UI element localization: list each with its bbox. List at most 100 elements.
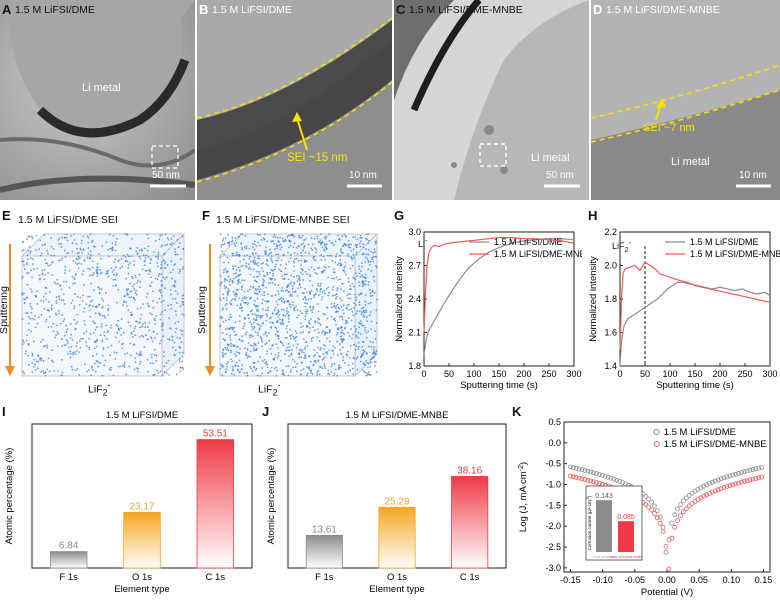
cube-dot: [315, 251, 317, 254]
cube-dot: [356, 243, 359, 246]
cube-dot: [342, 252, 344, 254]
cube-dot: [79, 296, 82, 299]
cube-dot: [227, 349, 230, 352]
x-tick-label: 50: [444, 369, 454, 379]
cube-dot: [342, 359, 344, 362]
cube-dot: [61, 374, 63, 377]
cube-dot: [300, 326, 302, 329]
data-point: [678, 502, 683, 507]
cube-dot: [245, 354, 248, 357]
cube-dot: [364, 326, 367, 329]
cube-dot: [108, 233, 111, 236]
data-point: [597, 481, 602, 486]
cube-dot: [42, 370, 45, 372]
cube-dot: [222, 297, 225, 300]
cube-dot: [286, 307, 288, 310]
cube-dot: [165, 276, 168, 279]
cube-dot: [271, 240, 273, 243]
data-point: [712, 488, 718, 494]
cube-dot: [289, 337, 292, 340]
cube-dot: [319, 324, 322, 326]
cube-dot: [297, 259, 300, 262]
cube-dot: [178, 272, 181, 274]
cube-dot: [361, 369, 364, 371]
cube-dot: [245, 296, 248, 299]
cube-dot: [310, 298, 312, 300]
cube-dot: [347, 350, 349, 353]
cube-dot: [277, 298, 280, 301]
cube-dot: [90, 254, 92, 257]
cube-dot: [225, 308, 228, 311]
cube-dot: [87, 295, 89, 298]
cube-dot: [30, 311, 33, 314]
cube-dot: [77, 255, 80, 258]
cube-dot: [257, 331, 259, 334]
cube-dot: [292, 234, 295, 237]
cube-dot: [156, 369, 159, 372]
cube-dot: [68, 269, 71, 272]
cube-dot: [361, 262, 363, 264]
panel-f-species-sup: -: [277, 380, 281, 390]
cube-dot: [261, 340, 263, 343]
cube-dot: [332, 271, 335, 273]
cube-dot: [255, 314, 258, 317]
cube-dot: [64, 256, 67, 258]
cube-dot: [139, 326, 142, 329]
cube-dot: [248, 247, 251, 250]
cube-dot: [286, 336, 288, 339]
cube-dot: [138, 249, 141, 252]
cube-dot: [245, 245, 248, 247]
cube-dot: [159, 370, 162, 373]
cube-dot: [335, 305, 338, 308]
y-tick-label: 2.1: [408, 328, 421, 338]
cube-dot: [310, 237, 313, 239]
cube-dot: [258, 328, 261, 331]
cube-dot: [151, 313, 153, 316]
cube-dot: [317, 240, 320, 243]
cube-dot: [179, 329, 182, 331]
cube-dot: [130, 275, 133, 278]
cube-dot: [312, 355, 315, 358]
data-point: [646, 504, 652, 510]
cube-dot: [369, 341, 372, 343]
cube-dot: [276, 303, 279, 306]
cube-dot: [140, 354, 143, 357]
cube-dot: [87, 241, 89, 244]
cube-dot: [283, 240, 285, 243]
cube-dot: [54, 312, 57, 315]
cube-dot: [255, 367, 258, 370]
cube-dot: [129, 262, 132, 265]
cube-dot: [137, 279, 140, 282]
cube-dot: [298, 245, 300, 247]
cube-dot: [375, 360, 377, 363]
cube-dot: [102, 299, 105, 302]
data-point: [747, 467, 753, 473]
data-point: [614, 477, 620, 483]
cube-dot: [146, 326, 149, 329]
cube-dot: [69, 356, 72, 359]
cube-dot: [261, 267, 263, 270]
cube-dot: [279, 264, 282, 267]
cube-dot: [81, 273, 84, 276]
cube-dot: [281, 237, 284, 240]
cube-dot: [221, 239, 224, 242]
cube-dot: [226, 327, 229, 330]
cube-dot: [362, 285, 364, 288]
cube-dot: [231, 239, 234, 242]
cube-dot: [370, 320, 373, 323]
cube-dot: [281, 319, 284, 322]
cube-dot: [273, 357, 276, 360]
cube-dot: [306, 309, 308, 311]
data-point: [736, 470, 741, 476]
cube-dot: [123, 365, 126, 368]
cube-dot: [72, 282, 74, 285]
cube-dot: [222, 293, 225, 296]
cube-dot: [293, 265, 295, 268]
cube-dot: [173, 285, 176, 288]
cube-dot: [349, 344, 352, 347]
cube-dot: [316, 373, 318, 376]
cube-dot: [249, 321, 252, 323]
cube-dot: [239, 233, 242, 235]
cube-dot: [359, 270, 362, 273]
cube-dot: [29, 257, 32, 260]
